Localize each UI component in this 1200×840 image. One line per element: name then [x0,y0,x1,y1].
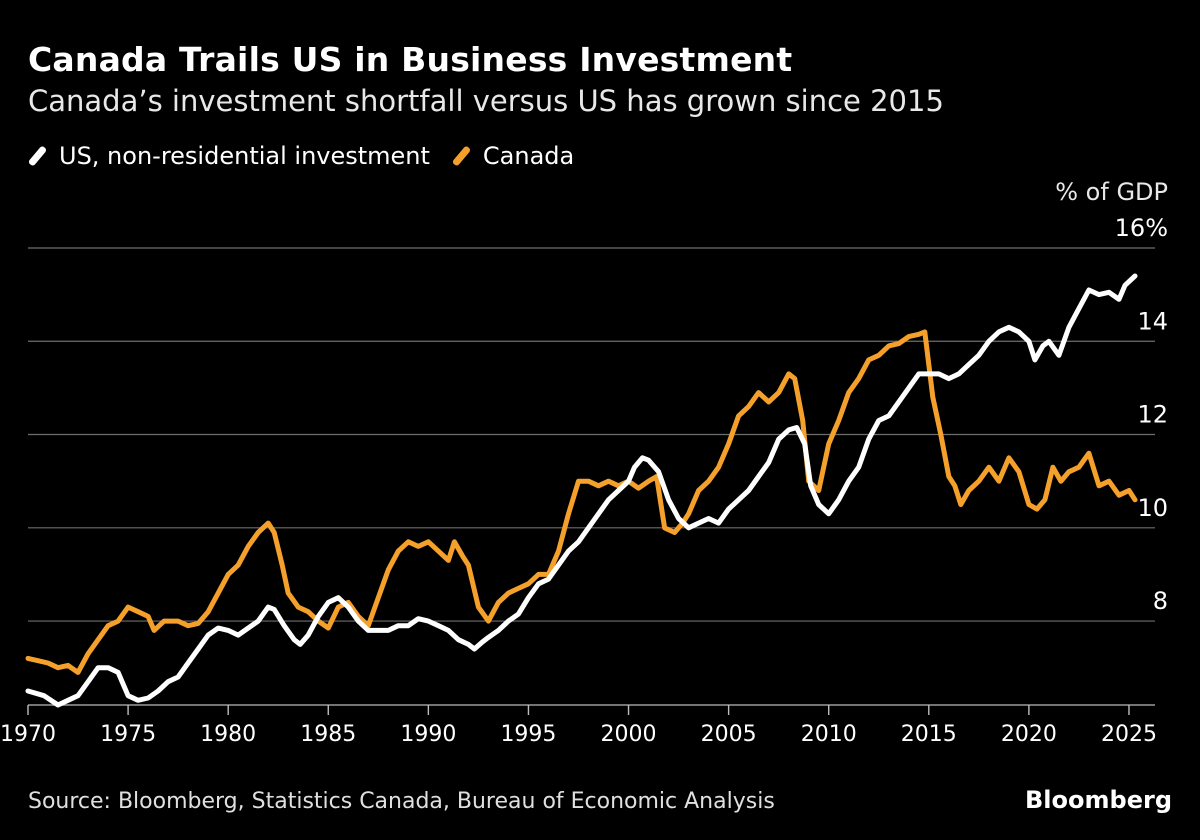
x-tick-label-1985: 1985 [300,722,356,747]
y-tick-label-10: 10 [1137,494,1168,522]
x-tick-label-2020: 2020 [1001,722,1057,747]
x-tick-label-1980: 1980 [200,722,256,747]
x-tick-label-2015: 2015 [901,722,957,747]
legend-item-canada: Canada [451,142,575,170]
x-tick-label-1990: 1990 [400,722,456,747]
chart-subtitle: Canada’s investment shortfall versus US … [28,84,944,118]
brand-logo: Bloomberg [1025,786,1172,814]
x-tick-label-1975: 1975 [100,722,156,747]
series-line-us [25,273,1138,708]
legend-item-us: US, non-residential investment [27,142,430,170]
y-axis-unit-label: % of GDP [1055,178,1168,206]
chart-title: Canada Trails US in Business Investment [28,40,793,79]
x-tick-label-2000: 2000 [601,722,657,747]
x-tick-label-1995: 1995 [500,722,556,747]
x-tick-label-2005: 2005 [701,722,757,747]
legend: US, non-residential investment Canada [27,142,596,170]
y-tick-label-16: 16% [1115,214,1168,242]
y-tick-label-8: 8 [1153,587,1168,615]
legend-label-canada: Canada [482,142,575,170]
y-tick-label-12: 12 [1137,401,1168,429]
x-tick-label-2025: 2025 [1101,722,1157,747]
x-tick-label-1970: 1970 [0,722,56,747]
x-tick-label-2010: 2010 [801,722,857,747]
source-note: Source: Bloomberg, Statistics Canada, Bu… [28,789,775,814]
legend-label-us: US, non-residential investment [59,142,430,170]
y-tick-label-14: 14 [1137,307,1168,335]
series-line-canada [25,329,1138,675]
